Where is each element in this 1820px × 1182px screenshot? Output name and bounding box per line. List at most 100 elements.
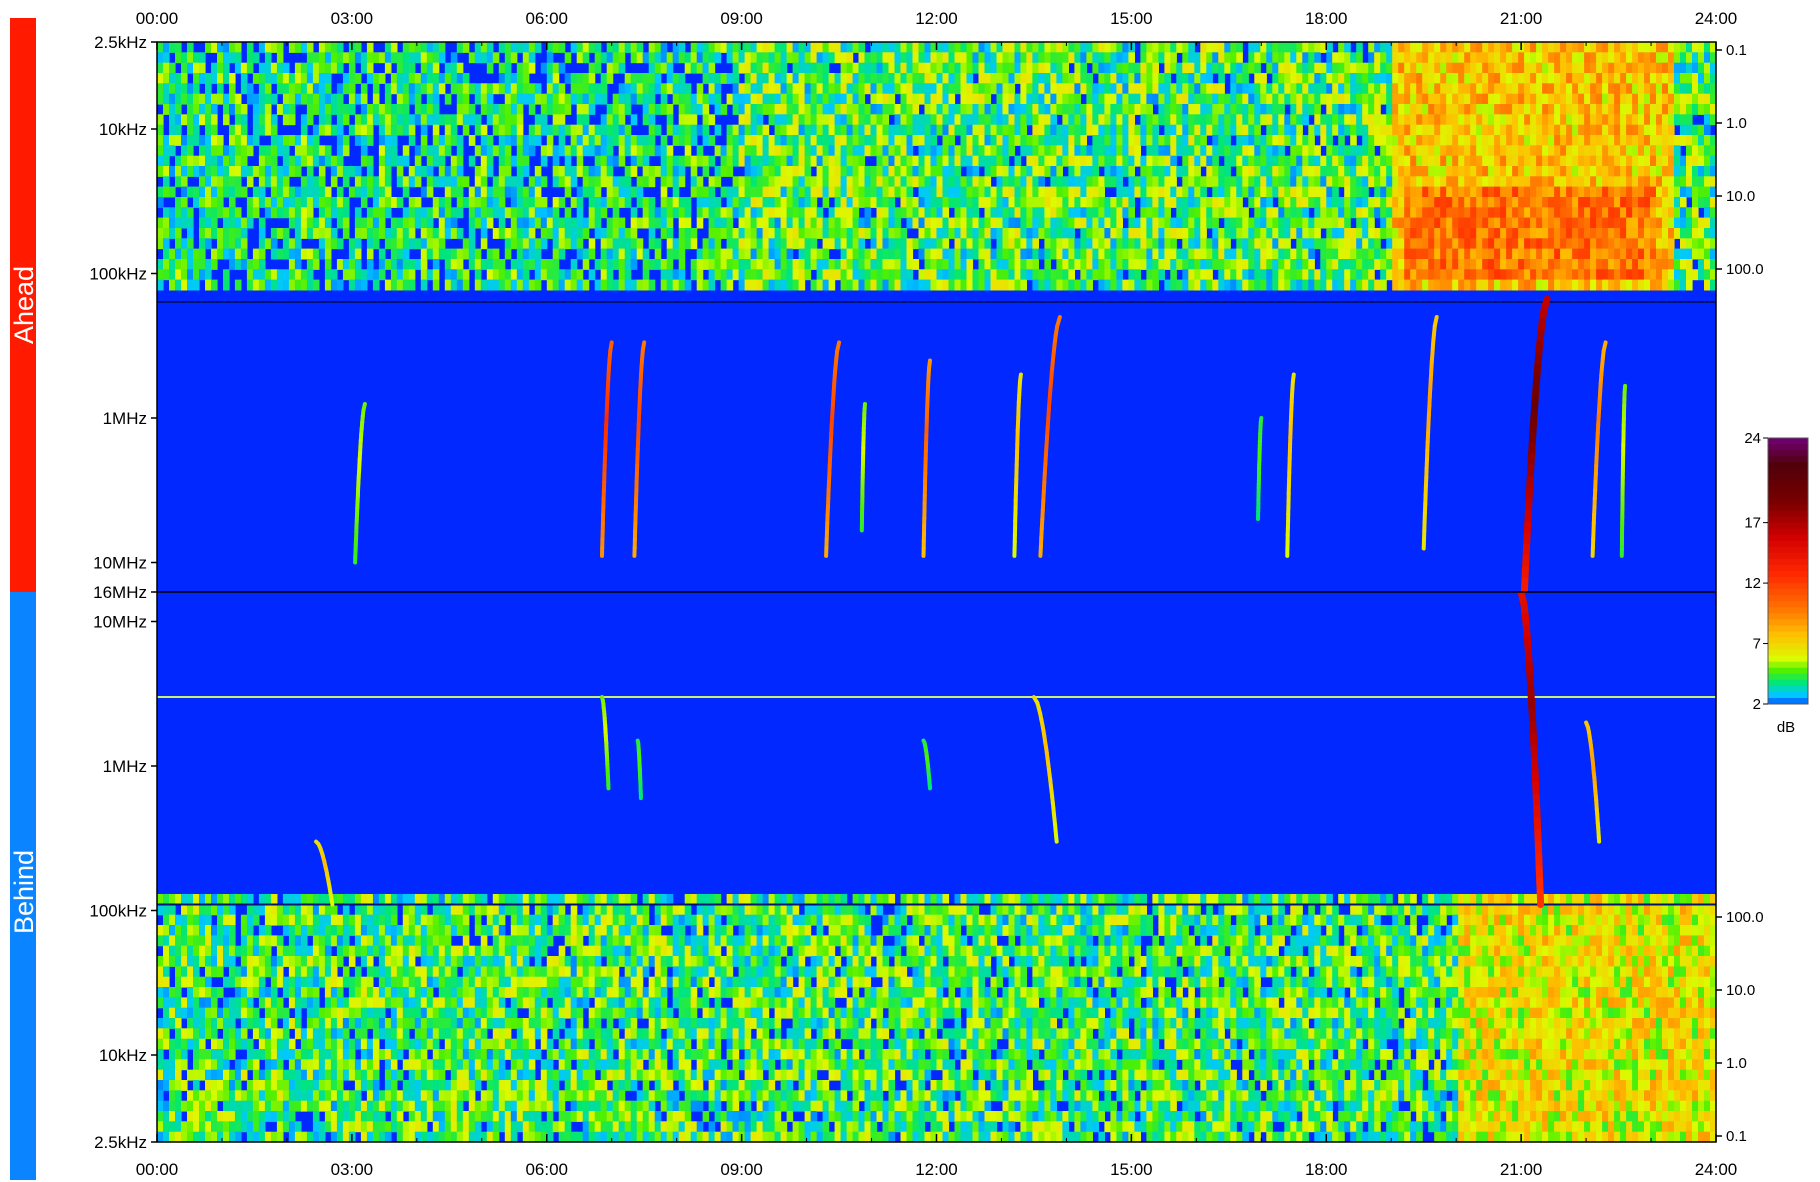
noise-cell [510,73,518,84]
noise-cell [696,42,704,53]
noise-cell [1194,207,1201,219]
noise-cell [426,104,434,115]
noise-cell [223,52,230,64]
noise-cell [270,197,278,208]
noise-cell [1524,197,1531,208]
noise-cell [1530,135,1537,146]
noise-cell [576,197,584,208]
noise-cell [1284,73,1291,84]
noise-cell [1092,238,1099,250]
noise-cell [402,83,410,95]
noise-cell [240,83,248,95]
noise-cell [1158,155,1165,167]
noise-cell [600,52,608,64]
noise-cell [229,238,236,250]
noise-cell [1224,114,1231,126]
noise-cell [552,176,560,188]
noise-cell [1560,248,1567,260]
noise-cell [780,269,788,281]
noise-cell [1308,166,1315,177]
noise-cell [1422,52,1429,64]
noise-cell [288,197,296,208]
noise-cell [666,197,674,208]
noise-cell [840,83,848,95]
noise-cell [1458,217,1465,229]
noise-cell [504,176,512,188]
noise-cell [1272,155,1279,167]
noise-cell [1422,135,1429,146]
noise-cell [1326,83,1333,95]
noise-cell [690,62,698,74]
noise-cell [1488,83,1495,95]
noise-cell [720,217,728,229]
noise-cell [774,186,782,198]
noise-cell [684,93,692,105]
noise-cell [1314,269,1321,281]
noise-cell [1020,145,1027,157]
noise-cell [366,259,374,270]
noise-cell [1416,186,1423,198]
noise-cell [636,238,644,250]
noise-cell [894,269,902,281]
noise-cell [1188,145,1195,157]
noise-cell [900,228,908,239]
noise-cell [378,166,386,177]
noise-cell [870,52,878,64]
noise-cell [1242,166,1249,177]
noise-cell [1554,207,1561,219]
noise-cell [570,269,578,281]
noise-cell [1152,238,1159,250]
noise-cell [750,166,758,177]
noise-cell [780,42,788,53]
noise-cell [1278,52,1285,64]
noise-cell [1362,135,1369,146]
noise-cell [780,259,788,270]
noise-cell [1218,42,1225,53]
noise-cell [342,217,350,229]
noise-cell [966,248,974,260]
noise-cell [1098,93,1105,105]
noise-cell [1080,228,1087,239]
noise-cell [1284,207,1291,219]
noise-cell [1488,207,1495,219]
noise-cell [936,114,944,126]
noise-cell [1410,238,1417,250]
noise-cell [498,176,506,188]
noise-cell [468,104,476,115]
noise-cell [672,52,680,64]
noise-cell [420,259,428,270]
noise-cell [1218,279,1225,291]
noise-cell [600,259,608,270]
noise-cell [834,52,842,64]
noise-cell [1068,124,1075,136]
noise-cell [1332,228,1339,239]
noise-cell [1188,248,1195,260]
noise-cell [960,62,968,74]
noise-cell [1080,52,1087,64]
noise-cell [630,207,638,219]
noise-cell [1254,217,1261,229]
noise-cell [594,186,602,198]
noise-cell [1236,248,1243,260]
noise-cell [1128,83,1135,95]
noise-cell [1494,145,1501,157]
noise-cell [1440,207,1447,219]
noise-cell [936,145,944,157]
noise-cell [1272,166,1279,177]
noise-cell [516,155,524,167]
noise-cell [1290,62,1297,74]
noise-cell [744,83,752,95]
noise-cell [1428,207,1435,219]
noise-cell [1446,42,1453,53]
noise-cell [1458,145,1465,157]
noise-cell [229,207,236,219]
noise-cell [1230,93,1237,105]
noise-cell [792,217,800,229]
noise-cell [1548,186,1555,198]
noise-cell [1560,228,1567,239]
noise-cell [762,197,770,208]
noise-cell [978,279,986,291]
noise-cell [1062,52,1069,64]
noise-cell [330,279,338,291]
noise-cell [444,207,452,219]
